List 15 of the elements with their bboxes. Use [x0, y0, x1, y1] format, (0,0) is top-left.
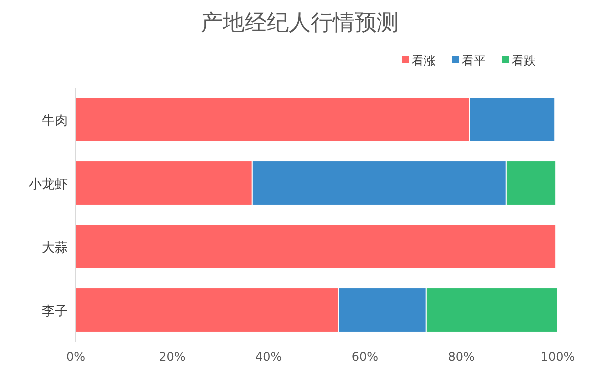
text: 看涨: [412, 54, 436, 68]
x-tick-label: 60%: [352, 350, 379, 364]
x-tick-label: 40%: [255, 350, 282, 364]
y-tick-label: 小龙虾: [29, 177, 68, 192]
y-tick-label: 李子: [42, 304, 68, 320]
y-tick-label: 牛肉: [42, 114, 68, 129]
legend-label: 看跌: [512, 54, 536, 68]
legend-label: 看平: [462, 54, 486, 68]
y-tick-label: 大蒜: [42, 240, 68, 256]
chart-title: 产地经纪人行情预测: [201, 11, 399, 36]
x-tick-label: 80%: [448, 350, 475, 364]
x-tick-label: 20%: [159, 350, 186, 364]
bar: [76, 224, 557, 270]
x-tick-label: 0%: [66, 350, 86, 364]
x-tick-label: 100%: [540, 350, 576, 364]
